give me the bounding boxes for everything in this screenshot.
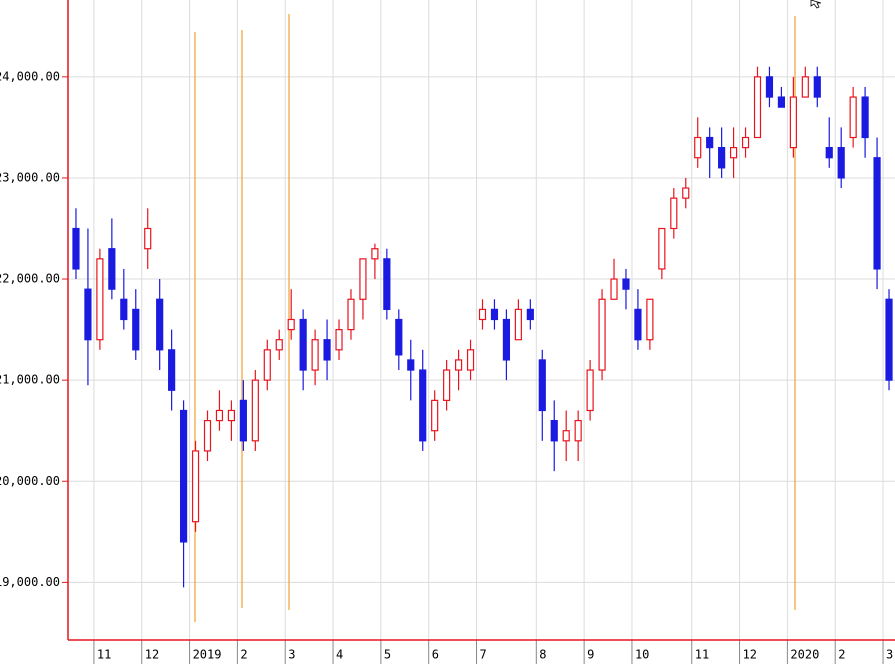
candle-body [431, 399, 439, 432]
candle-body [706, 136, 714, 149]
candle-body [682, 187, 690, 199]
y-tick-label: 24,000.00 [0, 69, 60, 83]
candle-body [419, 369, 427, 442]
candle-body [562, 430, 570, 442]
candle-body [777, 96, 786, 108]
candle-body [646, 298, 654, 341]
candle-body [789, 96, 797, 149]
candle-body [443, 369, 451, 401]
grid [62, 0, 895, 664]
candle-body [478, 308, 487, 321]
y-tick-label: 19,000.00 [0, 575, 60, 589]
candle-body [72, 227, 80, 270]
x-tick-label: 12 [743, 648, 757, 662]
candle-body [239, 399, 247, 442]
candle-body [526, 308, 534, 321]
candle-body [215, 409, 224, 422]
x-tick-label: 2 [838, 648, 845, 662]
candle-body [287, 318, 295, 331]
candle-body [395, 318, 403, 356]
candle-body [813, 76, 821, 98]
candle-body [407, 359, 415, 371]
candle-body [622, 278, 630, 290]
candle-body [120, 298, 128, 321]
candle-body [96, 258, 104, 341]
candle-body [144, 227, 152, 250]
candle-body [741, 136, 750, 149]
candle-body [550, 420, 558, 442]
candle-body [849, 96, 857, 139]
candle-body [263, 349, 271, 381]
candle-body [227, 409, 236, 422]
candle-body [156, 298, 164, 351]
candle-body [323, 339, 331, 361]
candle-body [466, 349, 475, 371]
candle-body [311, 339, 319, 371]
candle-body [825, 147, 833, 159]
candle-body [383, 258, 391, 310]
candle-body [694, 136, 702, 159]
x-tick-label: 11 [695, 648, 709, 662]
x-tick-label: 2019 [193, 648, 222, 662]
candle-body [765, 76, 774, 98]
candle-body [490, 308, 499, 321]
x-tick-label: 11 [97, 648, 111, 662]
x-tick-label: 3 [288, 648, 295, 662]
x-tick-label: 8 [539, 648, 546, 662]
candle-body [335, 329, 343, 351]
x-tick-label: 7 [480, 648, 487, 662]
y-tick-label: 23,000.00 [0, 170, 60, 184]
candle-body [203, 420, 212, 452]
x-tick-label: 2020 [790, 648, 819, 662]
x-tick-label: 9 [587, 648, 594, 662]
candle-body [251, 379, 259, 442]
candle-body [610, 278, 618, 300]
candles [72, 66, 893, 588]
y-tick-label: 20,000.00 [0, 474, 60, 488]
y-tick-label: 21,000.00 [0, 373, 60, 387]
x-tick-label: 12 [145, 648, 159, 662]
x-tick-label: 3 [886, 648, 893, 662]
candle-body [514, 308, 522, 341]
x-tick-label: 10 [635, 648, 649, 662]
candle-body [371, 248, 379, 260]
candle-body [873, 157, 881, 270]
candle-body [658, 227, 666, 270]
candle-body [801, 76, 809, 98]
axis-labels: 19,000.00 20,000.00 21,000.00 22,000.00 23,0… [0, 69, 893, 661]
candle-body [586, 369, 594, 412]
candle-body [359, 258, 367, 300]
candle-body [753, 76, 762, 139]
candle-body [502, 318, 511, 361]
candle-body [191, 450, 200, 523]
y-tick-label: 22,000.00 [0, 272, 60, 286]
candle-body [837, 147, 845, 179]
candle-body [729, 147, 738, 159]
candle-body [299, 318, 307, 371]
x-tick-label: 2 [240, 648, 247, 662]
mouse-cursor [810, 0, 822, 9]
candle-body [179, 409, 188, 543]
candle-body [885, 298, 893, 381]
candle-body [168, 349, 176, 391]
x-tick-label: 4 [336, 648, 343, 662]
x-tick-label: 5 [384, 648, 391, 662]
candle-body [861, 96, 869, 139]
candle-body [634, 308, 642, 341]
candle-body [84, 288, 92, 341]
candle-body [454, 359, 463, 371]
candle-body [574, 420, 582, 442]
candle-body [108, 248, 116, 290]
candle-body [718, 147, 726, 169]
candle-body [347, 298, 355, 331]
x-tick-label: 6 [432, 648, 439, 662]
candle-body [670, 197, 678, 230]
candle-body [538, 359, 546, 412]
candle-body [598, 298, 606, 371]
candle-body [275, 339, 283, 351]
candle-body [132, 308, 140, 351]
